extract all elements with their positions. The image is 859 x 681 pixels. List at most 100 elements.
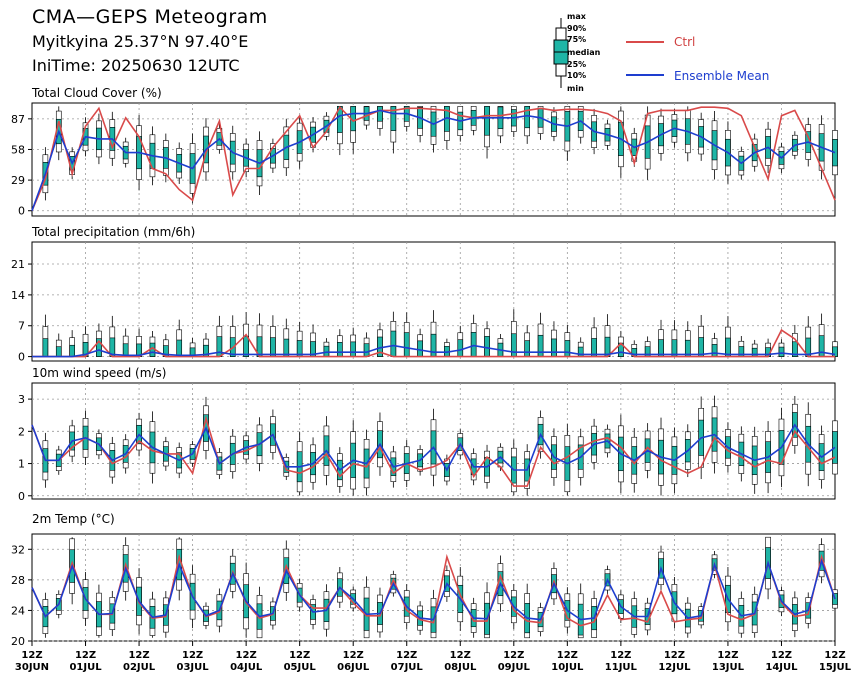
box-inner [243,335,249,357]
box-inner [524,106,530,129]
panel-title: 2m Temp (°C) [32,512,115,526]
legend: max 90% 75% median 25% 10% min Ctrl Ensemble Mea… [553,12,769,93]
x-axis: 12Z30JUN12Z01JUL12Z02JUL12Z03JUL12Z04JUL… [15,641,852,673]
box-inner [417,340,423,357]
panel-2: 0 7 14 21 Total precipitation (mm/6h) [11,225,838,364]
panel-4: 20 24 28 32 2m Temp (°C) [11,512,838,648]
y-tick-label: 32 [11,543,25,556]
box-inner [216,336,223,357]
x-tick-label-bottom: 05JUL [284,662,317,673]
legend-box-label: min [567,84,584,93]
box-inner [564,340,571,357]
y-tick-label: 2 [18,425,25,438]
box-inner [457,339,464,357]
x-tick-label-top: 12Z [128,650,149,661]
y-tick-label: 0 [18,490,25,503]
legend-box-label: 75% [567,35,586,44]
box-inner [430,333,437,357]
x-tick-label-bottom: 06JUL [337,662,370,673]
panel-title: Total Cloud Cover (%) [31,86,162,100]
panel-1: 0 29 58 87 Total Cloud Cover (%) [11,86,838,218]
x-tick-label-top: 12Z [75,650,96,661]
x-tick-label-top: 12Z [396,650,417,661]
box-inner [96,338,102,357]
y-tick-label: 20 [11,635,25,648]
y-tick-label: 1 [18,458,25,471]
y-tick-label: 7 [18,320,25,333]
box-inner [711,344,718,357]
x-tick-label-bottom: 01JUL [69,662,102,673]
box-inner [55,346,62,357]
x-tick-label-bottom: 30JUN [15,662,49,673]
legend-box-label: max [567,12,587,21]
y-tick-label: 0 [18,205,25,218]
mean-series-line [31,109,836,211]
panel-title: 10m wind speed (m/s) [32,366,166,380]
x-tick-label-bottom: 02JUL [123,662,156,673]
x-tick-label-top: 12Z [610,650,631,661]
box-inner [778,346,785,357]
box-inner [390,330,397,357]
box-inner [350,341,357,357]
legend-box-label: median [567,48,601,57]
box-inner [792,341,798,357]
x-tick-label-top: 12Z [21,650,42,661]
box-inner [337,342,343,357]
box-inner [42,338,49,357]
legend-box-label: 90% [567,24,586,33]
x-tick-label-top: 12Z [824,650,845,661]
panel-3: 0 1 2 3 10m wind speed (m/s) [18,366,838,503]
box-inner [510,333,517,357]
x-tick-label-top: 12Z [343,650,364,661]
x-tick-label-bottom: 04JUL [230,662,263,673]
y-tick-label: 14 [11,289,25,302]
box-inner [751,347,758,357]
box-inner [323,345,330,357]
x-tick-label-top: 12Z [664,650,685,661]
x-tick-label-top: 12Z [557,650,578,661]
box-inner [484,106,490,136]
y-tick-label: 24 [11,604,25,617]
box-inner [390,106,397,131]
legend-box-label: 10% [567,71,586,80]
x-tick-label-bottom: 03JUL [177,662,210,673]
ctrl-series-line [32,328,835,358]
x-tick-label-bottom: 14JUL [765,662,798,673]
box-inner [484,336,490,357]
mean-series-line [32,344,836,358]
x-tick-label-bottom: 12JUL [658,662,691,673]
legend-ctrl-label: Ctrl [674,35,695,49]
panel-title: Total precipitation (mm/6h) [31,225,195,239]
box-inner [832,139,838,167]
ctrl-series-line [31,553,836,627]
box-inner [403,332,410,357]
y-tick-label: 87 [11,113,25,126]
y-tick-label: 28 [11,574,25,587]
box-inner [524,340,530,357]
x-tick-label-bottom: 08JUL [444,662,477,673]
x-tick-label-bottom: 15JUL [819,662,852,673]
x-tick-label-top: 12Z [503,650,524,661]
mean-series-line [31,423,836,472]
x-tick-label-bottom: 10JUL [551,662,584,673]
x-tick-label-top: 12Z [182,650,203,661]
legend-mean-label: Ensemble Mean [674,69,769,83]
box-inner [818,335,825,357]
x-tick-label-top: 12Z [236,650,257,661]
x-tick-label-top: 12Z [717,650,738,661]
x-tick-label-top: 12Z [289,650,310,661]
station-label: Myitkyina 25.37°N 97.40°E [32,32,249,51]
x-tick-label-bottom: 09JUL [498,662,531,673]
box-inner [832,346,838,357]
box-inner [377,106,383,122]
y-tick-label: 21 [11,258,25,271]
y-tick-label: 58 [11,143,25,156]
x-tick-label-bottom: 11JUL [605,662,638,673]
x-tick-label-top: 12Z [450,650,471,661]
y-tick-label: 29 [11,174,25,187]
y-tick-label: 3 [18,393,25,406]
box-inner [551,338,557,357]
box-inner [176,339,183,357]
page-title: CMA—GEPS Meteogram [32,6,268,28]
